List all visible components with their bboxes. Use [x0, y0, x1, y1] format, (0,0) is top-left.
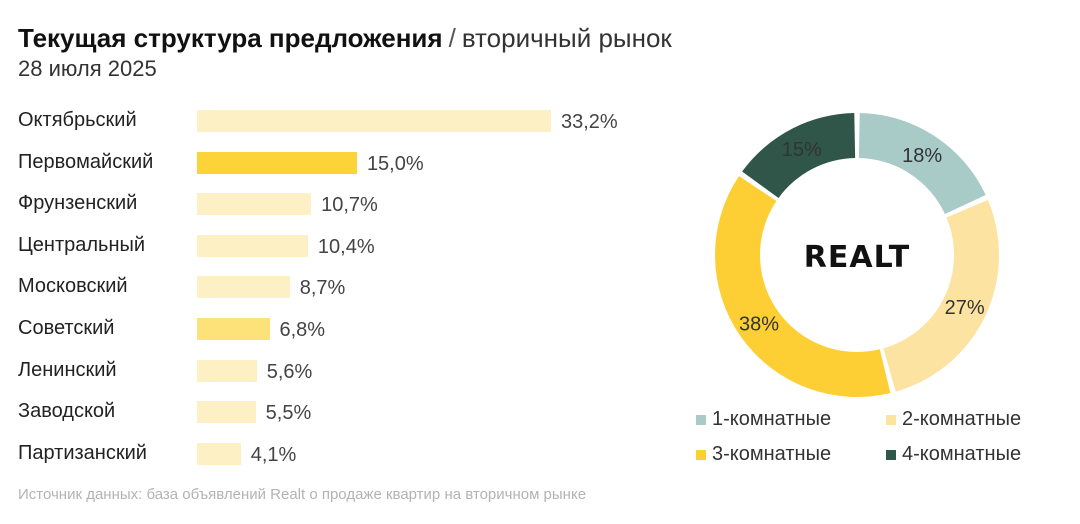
title-main: Текущая структура предложения	[18, 23, 443, 53]
donut-value-label: 27%	[945, 297, 985, 319]
bar-label: Первомайский	[18, 150, 154, 173]
bar-value-label: 5,6%	[266, 360, 313, 383]
bar-value-label: 8,7%	[299, 277, 346, 300]
source-note: Источник данных: база объявлений Realt о…	[18, 486, 587, 503]
legend-item: 4-комнатные	[886, 443, 1021, 466]
donut-value-label: 15%	[782, 139, 822, 161]
bar	[197, 318, 270, 340]
donut-slice	[858, 113, 986, 215]
bar-value-label: 6,8%	[279, 319, 326, 341]
title-sub: вторичный рынок	[461, 23, 672, 53]
chart-title: Текущая структура предложения / вторичный …	[18, 22, 672, 54]
donut-value-label: 18%	[902, 145, 942, 167]
title-separator: /	[448, 23, 456, 53]
bar-value-label: 4,1%	[250, 443, 297, 466]
bar	[197, 359, 257, 382]
bar	[197, 442, 241, 465]
legend-label: 3-комнатные	[712, 443, 832, 465]
legend-swatch	[696, 414, 706, 425]
bar-value-label: 10,7%	[321, 194, 378, 217]
district-bar-chart: Октябрьский 33,2% Первомайский 15,0% Фрунзен…	[18, 109, 618, 466]
donut-value-label: 38%	[739, 313, 779, 335]
legend-item: 2-комнатные	[886, 408, 1021, 431]
legend-item: 3-комнатные	[696, 443, 831, 466]
chart-date: 28 июля 2025	[18, 56, 157, 81]
bar-label: Партизанский	[18, 441, 147, 464]
legend-swatch	[886, 414, 896, 425]
legend-label: 1-комнатные	[712, 408, 832, 430]
legend-item: 1-комнатные	[696, 408, 831, 431]
bar-label: Московский	[18, 275, 128, 298]
bar	[197, 193, 312, 216]
realt-logo: REALT	[804, 240, 910, 275]
bar-value-label: 15,0%	[366, 152, 424, 175]
donut-slice	[883, 200, 999, 392]
bar-label: Фрунзенский	[18, 192, 138, 215]
bar	[197, 234, 308, 257]
bar-label: Ленинский	[18, 358, 117, 381]
donut-slice	[742, 113, 856, 198]
legend-swatch	[886, 449, 896, 460]
bar-value-label: 10,4%	[317, 235, 375, 258]
legend-swatch	[696, 449, 706, 460]
chart-header: Текущая структура предложения / вторичный …	[18, 22, 672, 82]
bar	[197, 151, 357, 174]
bar-label: Советский	[18, 317, 115, 339]
bar	[197, 110, 551, 132]
bar-value-label: 33,2%	[561, 111, 618, 133]
bar-label: Заводской	[18, 400, 116, 423]
room-donut-chart: 18% 27% 38% 15% REALT	[715, 113, 999, 397]
donut-slice	[715, 176, 891, 397]
bar-value-label: 5,5%	[265, 402, 312, 425]
bar-label: Октябрьский	[18, 109, 137, 131]
bar	[197, 276, 290, 299]
legend-label: 4-комнатные	[902, 443, 1022, 465]
legend-label: 2-комнатные	[902, 408, 1022, 430]
bar	[197, 401, 256, 424]
bar-label: Центральный	[18, 233, 146, 256]
